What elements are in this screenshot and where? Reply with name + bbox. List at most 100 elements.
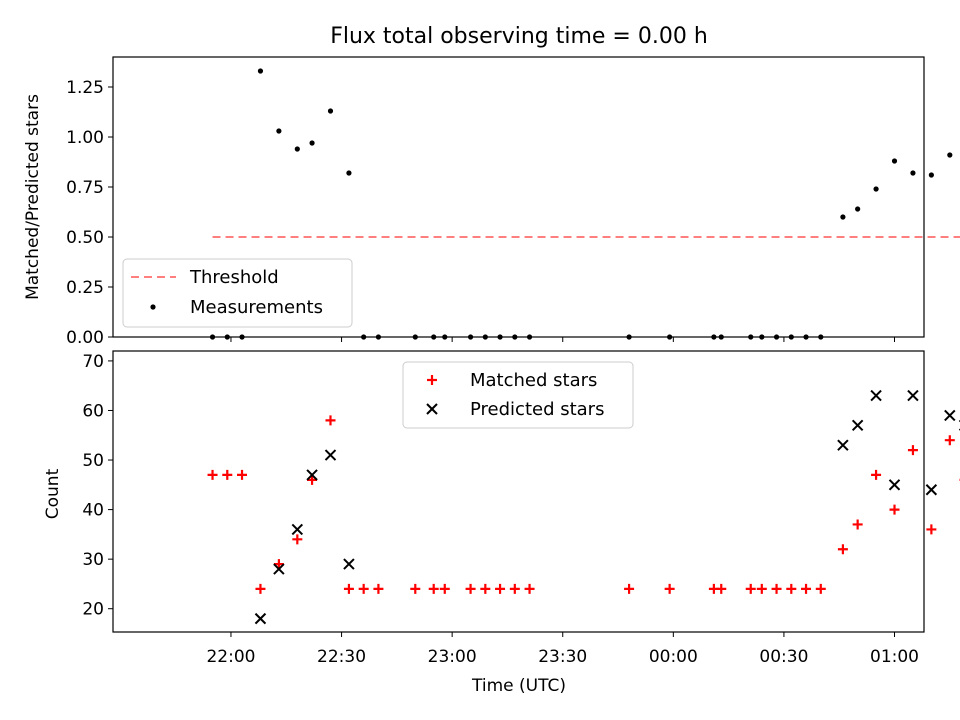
measurement-point	[257, 68, 264, 74]
predicted-star-point	[306, 469, 318, 481]
matched-star-point	[480, 583, 491, 594]
bottom-y-axis-label: Count	[43, 468, 63, 519]
matched-star-point	[255, 583, 266, 594]
measurement-point	[840, 214, 846, 220]
legend-threshold-label: Threshold	[189, 267, 279, 288]
x-tick-label: 23:00	[428, 647, 477, 667]
x-tick-label: 00:00	[649, 647, 698, 667]
predicted-star-point	[870, 389, 882, 402]
matched-star-point	[837, 544, 848, 555]
matched-star-point	[325, 415, 336, 426]
top-legend: Threshold Measurements	[122, 258, 353, 328]
predicted-star-point	[837, 439, 849, 451]
measurement-point	[947, 152, 953, 158]
matched-star-point	[410, 583, 421, 594]
predicted-star-point	[291, 523, 304, 536]
bottom-legend: Matched stars Predicted stars	[402, 361, 634, 429]
matched-star-point	[907, 445, 918, 456]
chart-title: Flux total observing time = 0.00 h	[330, 24, 708, 49]
measurement-point	[910, 170, 916, 176]
legend-predicted-swatch	[426, 403, 438, 415]
matched-star-point	[358, 583, 369, 594]
matched-star-point	[944, 435, 955, 446]
measurement-point	[873, 186, 879, 192]
matched-star-point	[465, 583, 476, 594]
bottom-y-tick-label: 40	[82, 501, 104, 521]
matched-star-point	[786, 583, 797, 594]
matched-star-point	[871, 469, 882, 480]
predicted-star-point	[888, 479, 901, 491]
x-tick-label: 22:30	[317, 647, 366, 667]
top-y-tick-label: 0.25	[66, 278, 104, 298]
measurement-point	[891, 158, 898, 164]
matched-star-point	[624, 583, 635, 594]
matched-star-point	[428, 583, 439, 594]
predicted-star-point	[851, 419, 864, 432]
matched-star-point	[439, 583, 450, 594]
measurement-point	[309, 140, 315, 146]
top-y-tick-label: 0.50	[66, 228, 104, 248]
legend-measurements-label: Measurements	[190, 297, 323, 318]
measurement-point	[855, 206, 861, 212]
matched-star-point	[524, 583, 535, 594]
top-y-ticks: 0.00 0.25 0.50 0.75 1.00 1.25	[66, 78, 896, 348]
matched-star-point	[801, 583, 812, 594]
measurement-point	[276, 128, 282, 134]
bottom-axis-ticks: 20 30 40 50 60 70 22:00 22:30 23:00 23:30 00:00 00:…	[82, 352, 919, 667]
matched-star-point	[756, 583, 767, 594]
matched-star-point	[307, 474, 318, 485]
x-tick-label: 00:30	[759, 647, 808, 667]
matched-star-point	[815, 583, 826, 594]
matched-star-point	[292, 534, 303, 545]
predicted-star-point	[324, 449, 337, 461]
top-y-tick-label: 1.00	[66, 128, 104, 148]
matched-star-point	[207, 469, 218, 480]
legend-matched-swatch	[427, 375, 437, 385]
matched-star-point	[889, 504, 900, 515]
bottom-plot-area	[207, 389, 960, 625]
matched-star-point	[237, 469, 248, 480]
x-tick-label: 01:00	[870, 647, 919, 667]
matched-star-point	[926, 524, 937, 535]
matched-star-point	[373, 583, 384, 594]
bottom-y-tick-label: 30	[82, 550, 104, 570]
predicted-star-point	[343, 558, 355, 570]
bottom-y-tick-label: 70	[82, 352, 104, 372]
predicted-star-point	[273, 563, 285, 575]
top-y-tick-label: 0.75	[66, 178, 104, 198]
measurement-point	[346, 170, 352, 176]
matched-star-point	[771, 583, 782, 594]
predicted-star-point	[925, 484, 938, 496]
measurement-point	[294, 146, 300, 152]
legend-predicted-label: Predicted stars	[470, 399, 604, 420]
top-y-axis-label: Matched/Predicted stars	[23, 94, 43, 300]
predicted-star-point	[907, 389, 919, 402]
matched-star-point	[343, 583, 354, 594]
x-tick-label: 22:00	[206, 647, 255, 667]
measurement-point	[928, 172, 934, 178]
measurement-point	[327, 108, 334, 114]
matched-star-point	[745, 583, 756, 594]
x-tick-label: 23:30	[538, 647, 587, 667]
predicted-star-point	[944, 409, 956, 422]
bottom-axes-frame	[112, 350, 925, 633]
top-y-tick-label: 1.25	[66, 78, 104, 98]
predicted-star-point	[254, 612, 267, 625]
legend-measurements-swatch	[150, 304, 156, 310]
bottom-y-tick-label: 20	[82, 600, 104, 620]
top-y-tick-label: 0.00	[66, 328, 104, 348]
x-axis-label: Time (UTC)	[471, 676, 566, 696]
bottom-y-tick-label: 50	[82, 451, 104, 471]
legend-matched-label: Matched stars	[470, 370, 597, 391]
matched-star-point	[509, 583, 520, 594]
matched-star-point	[222, 469, 233, 480]
matched-star-point	[664, 583, 675, 594]
matched-star-point	[852, 519, 863, 530]
bottom-y-tick-label: 60	[82, 401, 104, 421]
matched-star-point	[273, 559, 284, 570]
matched-star-point	[495, 583, 506, 594]
matched-star-point	[716, 583, 727, 594]
top-axes-frame	[112, 56, 925, 338]
